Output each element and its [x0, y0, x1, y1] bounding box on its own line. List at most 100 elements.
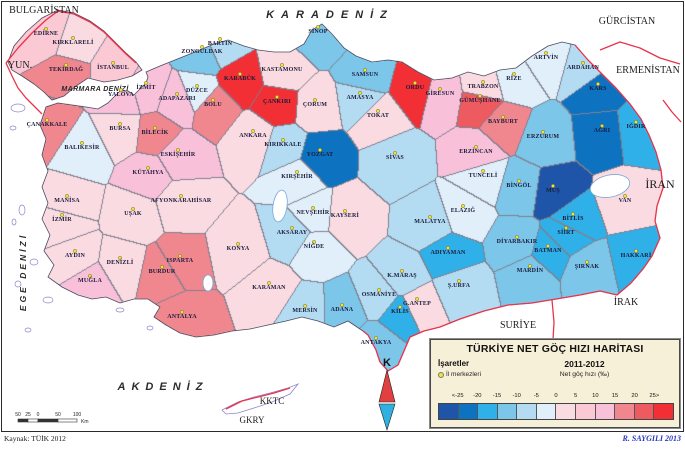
province-marker: [374, 336, 378, 340]
island: [24, 327, 32, 333]
province-marker: [541, 130, 545, 134]
province-marker: [446, 246, 450, 250]
province-label: KİLİS: [391, 308, 409, 315]
province-label: KIRKLARELİ: [52, 39, 93, 46]
scale-bar-number: 50: [15, 412, 21, 418]
country-label: SURİYE: [500, 319, 536, 331]
province-label: BİTLİS: [562, 215, 584, 222]
province-marker: [180, 310, 184, 314]
province-label: BURDUR: [149, 269, 176, 275]
legend-bin-label: 5: [574, 393, 578, 399]
legend-years: 2011-2012: [564, 359, 605, 369]
lake: [589, 174, 631, 198]
legend-bin-label: <-25: [451, 393, 464, 399]
island: [18, 204, 26, 216]
province-marker: [118, 122, 122, 126]
province-marker: [517, 179, 521, 183]
province-label: NİĞDE: [304, 242, 325, 250]
province-marker: [623, 194, 627, 198]
province-label: K.MARAŞ: [387, 273, 417, 279]
province-marker: [176, 148, 180, 152]
province-label: ŞIRNAK: [575, 264, 600, 270]
sea-label: KARADENİZ: [266, 8, 394, 21]
province-marker: [280, 63, 284, 67]
province-marker: [501, 115, 505, 119]
legend-period-block: 2011-2012 Net göç hızı (‰): [520, 359, 679, 378]
province-marker: [438, 87, 442, 91]
island: [146, 325, 154, 331]
province-marker: [528, 264, 532, 268]
country-border: [662, 99, 682, 123]
legend-bin-label: -5: [533, 393, 539, 399]
province-marker: [546, 244, 550, 248]
legend-panel: TÜRKİYE NET GÖÇ HIZI HARİTASI İşaretler …: [430, 339, 680, 428]
province-label: TEKİRDAĞ: [49, 65, 83, 73]
province-label: ZONGULDAK: [181, 49, 222, 55]
province-marker: [267, 281, 271, 285]
province-label: SAMSUN: [352, 72, 379, 78]
country-border: [574, 44, 664, 296]
scale-bar-number: 50: [55, 412, 61, 418]
province-marker: [111, 61, 115, 65]
province-marker: [512, 72, 516, 76]
province-marker: [303, 304, 307, 308]
sea-label: AKDENİZ: [117, 380, 209, 393]
province-marker: [153, 126, 157, 130]
province-marker: [80, 141, 84, 145]
province-marker: [218, 37, 222, 41]
province-marker: [60, 213, 64, 217]
thrace-coastline: [7, 9, 143, 101]
island: [42, 296, 54, 304]
province-label: MERSİN: [292, 307, 318, 314]
province-marker: [238, 72, 242, 76]
province-marker: [481, 169, 485, 173]
province-marker: [71, 36, 75, 40]
province-label: İSTANBUL: [97, 64, 129, 71]
province-marker: [45, 118, 49, 122]
country-border: [599, 41, 681, 65]
province-marker: [428, 215, 432, 219]
country-label: BULGARİSTAN: [9, 4, 79, 16]
province-label: MANİSA: [54, 197, 80, 204]
province-label: ESKİŞEHİR: [161, 151, 196, 158]
country-label: YUN.: [8, 60, 32, 71]
province-label: KAYSERİ: [331, 212, 360, 219]
province-marker: [481, 80, 485, 84]
compass-label: K: [383, 357, 391, 369]
sea-label: MARMARA DENİZİ: [61, 85, 129, 93]
province-marker: [211, 98, 215, 102]
province-marker: [312, 240, 316, 244]
province-marker: [44, 27, 48, 31]
province-marker: [251, 129, 255, 133]
province-marker: [564, 226, 568, 230]
legend-swatch: [576, 404, 596, 419]
province-marker: [358, 91, 362, 95]
province-label: GÜMÜŞHANE: [459, 97, 500, 104]
province-label: ELAZIĞ: [451, 206, 476, 214]
province-label: DÜZCE: [186, 87, 208, 94]
province-marker: [634, 120, 638, 124]
province-marker: [544, 51, 548, 55]
province-marker: [585, 260, 589, 264]
province-marker: [343, 209, 347, 213]
province-marker: [474, 145, 478, 149]
province-label: BALIKESİR: [64, 144, 100, 151]
province-label: AFYONKARAHİSAR: [151, 197, 212, 204]
province-marker: [146, 166, 150, 170]
legend-bin-label: 25>: [649, 393, 660, 399]
country-label: GÜRCİSTAN: [599, 15, 655, 27]
province-label: ADAPAZARI: [158, 96, 196, 102]
island: [29, 258, 39, 266]
lake: [202, 274, 214, 292]
province-label: MUĞLA: [78, 276, 102, 284]
province-marker: [178, 254, 182, 258]
sea-label: EGE DENİZİ: [18, 233, 28, 311]
province-marker: [236, 242, 240, 246]
legend-city-marker-row: İl merkezleri: [438, 371, 520, 378]
province-label: KÜTAHYA: [132, 169, 164, 176]
province-marker: [160, 265, 164, 269]
province-label: KASTAMONU: [261, 67, 302, 73]
country-label: KKTC: [260, 396, 285, 406]
province-label: Ş.URFA: [448, 283, 471, 289]
province-label: ERZURUM: [527, 134, 560, 140]
